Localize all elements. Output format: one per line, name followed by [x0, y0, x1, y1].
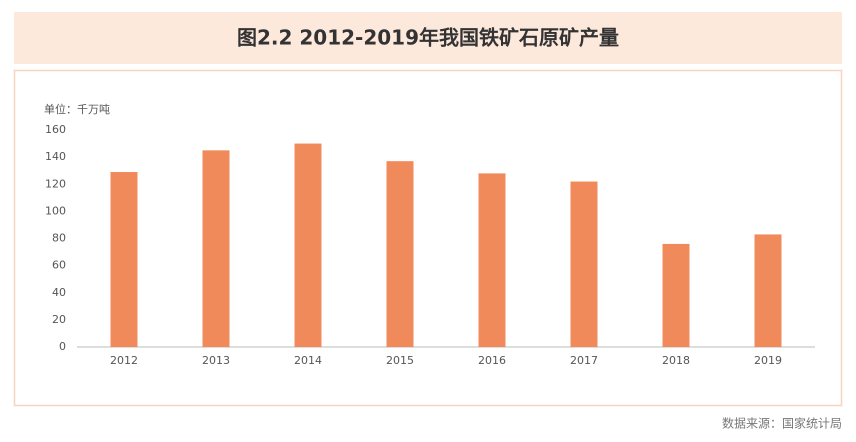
bar [754, 234, 782, 347]
x-tick-label: 2019 [754, 354, 782, 367]
bar [478, 173, 506, 347]
x-tick-label: 2012 [110, 354, 138, 367]
y-tick-label: 140 [45, 150, 66, 163]
x-tick-label: 2017 [570, 354, 598, 367]
y-tick-label: 0 [59, 340, 66, 353]
bar [570, 181, 598, 347]
y-tick-label: 60 [52, 259, 66, 272]
x-tick-label: 2015 [386, 354, 414, 367]
y-tick-label: 40 [52, 286, 66, 299]
source-note: 数据来源：国家统计局 [722, 416, 842, 431]
y-tick-label: 160 [45, 123, 66, 136]
bar [386, 161, 414, 347]
title-banner [14, 12, 842, 64]
bar [202, 150, 230, 347]
x-tick-label: 2016 [478, 354, 506, 367]
bar [662, 243, 690, 347]
y-tick-label: 100 [45, 204, 66, 217]
x-tick-label: 2013 [202, 354, 230, 367]
x-tick-label: 2018 [662, 354, 690, 367]
y-tick-label: 20 [52, 313, 66, 326]
bar [294, 143, 322, 347]
chart-title: 图2.2 2012-2019年我国铁矿石原矿产量 [237, 26, 619, 50]
x-tick-label: 2014 [294, 354, 322, 367]
y-tick-label: 80 [52, 232, 66, 245]
chart-frame [13, 69, 843, 407]
y-tick-label: 120 [45, 177, 66, 190]
bar [110, 172, 138, 347]
y-axis-label: 单位：千万吨 [44, 102, 110, 116]
